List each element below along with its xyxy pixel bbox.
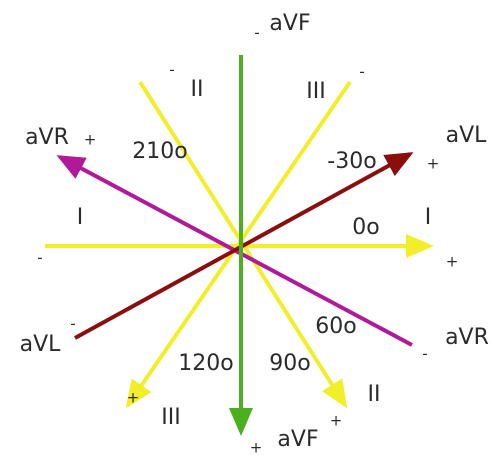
sign: - [422,345,427,363]
label: aVL [20,332,62,357]
label: III [306,79,325,104]
label: -30o [327,149,376,174]
sign: + [84,131,97,149]
sign: - [70,315,75,333]
label: 60o [315,314,356,339]
sign: + [446,253,459,271]
sign: - [169,61,174,79]
sign: - [254,24,259,42]
label: II [368,382,381,407]
label: aVR [445,325,489,350]
label: aVF [269,11,310,36]
label: 0o [352,215,379,240]
sign: - [359,63,364,81]
label: 120o [178,351,233,376]
label: 90o [269,351,310,376]
sign: + [127,389,140,407]
label: I [425,205,432,230]
sign: + [427,155,440,173]
sign: - [37,249,42,267]
label: aVF [277,427,318,452]
label: 210o [132,139,187,164]
label: aVL [446,123,488,148]
label: I [77,205,84,230]
label: III [161,405,180,430]
label: II [191,77,204,102]
sign: + [330,412,343,430]
label: aVR [25,125,69,150]
sign: + [250,439,263,455]
